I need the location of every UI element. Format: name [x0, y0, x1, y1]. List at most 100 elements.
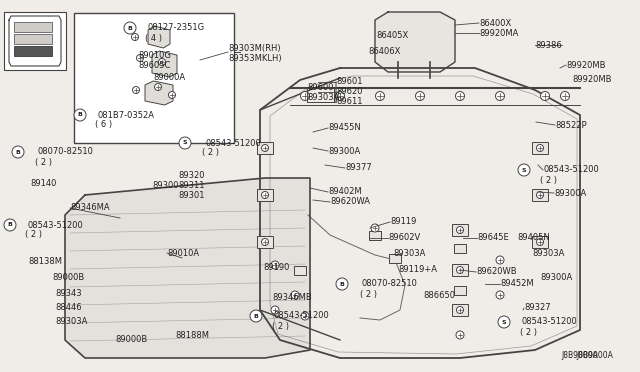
Bar: [389, 253, 401, 263]
Text: ( 2 ): ( 2 ): [35, 157, 52, 167]
Circle shape: [496, 291, 504, 299]
Text: 88188M: 88188M: [175, 331, 209, 340]
Text: 89300A: 89300A: [540, 273, 572, 282]
Circle shape: [154, 83, 161, 90]
Text: 08543-51200: 08543-51200: [28, 221, 84, 230]
Circle shape: [301, 92, 310, 100]
Text: 89300A: 89300A: [554, 189, 586, 198]
Text: 89611: 89611: [336, 97, 362, 106]
Text: 89601: 89601: [336, 77, 362, 87]
Bar: [452, 264, 468, 276]
Text: 89452M: 89452M: [500, 279, 534, 289]
Circle shape: [536, 238, 543, 246]
Circle shape: [518, 164, 530, 176]
Bar: [532, 236, 548, 248]
Circle shape: [159, 58, 166, 65]
Text: 89303A: 89303A: [532, 250, 564, 259]
Polygon shape: [375, 12, 455, 72]
Text: 89303A: 89303A: [307, 93, 339, 103]
Text: 081B7-0352A: 081B7-0352A: [98, 110, 155, 119]
Text: 89600: 89600: [307, 83, 333, 93]
Text: ( 2 ): ( 2 ): [25, 231, 42, 240]
Text: 89343: 89343: [55, 289, 82, 298]
Polygon shape: [65, 178, 310, 358]
Text: 08070-82510: 08070-82510: [362, 279, 418, 289]
Bar: [4, 12, 66, 70]
Text: 886650: 886650: [423, 291, 455, 299]
Circle shape: [168, 92, 175, 99]
Text: ( 6 ): ( 6 ): [95, 121, 112, 129]
Bar: [14, 22, 52, 32]
Text: 89000A: 89000A: [153, 74, 185, 83]
Text: 89346MA: 89346MA: [70, 203, 109, 212]
Text: 08543-51200: 08543-51200: [274, 311, 330, 321]
Circle shape: [541, 92, 550, 100]
Circle shape: [456, 227, 463, 234]
Text: 89620WA: 89620WA: [330, 198, 370, 206]
Text: ( 2 ): ( 2 ): [540, 176, 557, 185]
Circle shape: [74, 109, 86, 121]
Text: 08127-2351G: 08127-2351G: [148, 23, 205, 32]
Text: 89605C: 89605C: [138, 61, 170, 70]
Text: 89920MA: 89920MA: [479, 29, 518, 38]
Text: 89320: 89320: [178, 171, 205, 180]
Text: B: B: [127, 26, 132, 31]
Text: 89455N: 89455N: [328, 124, 361, 132]
Circle shape: [132, 87, 140, 93]
Text: 89377: 89377: [345, 164, 372, 173]
Text: 89311: 89311: [178, 182, 205, 190]
Circle shape: [415, 92, 424, 100]
Text: S: S: [182, 141, 188, 145]
Circle shape: [262, 192, 269, 199]
Text: 89405N: 89405N: [517, 234, 550, 243]
Circle shape: [498, 316, 510, 328]
Text: ( 2 ): ( 2 ): [272, 321, 289, 330]
Text: 89301: 89301: [178, 192, 205, 201]
Text: 89303A: 89303A: [393, 250, 426, 259]
Text: 89119: 89119: [390, 218, 417, 227]
Circle shape: [179, 137, 191, 149]
Circle shape: [262, 238, 269, 246]
Text: 89000B: 89000B: [52, 273, 84, 282]
Text: J8B9000A: J8B9000A: [576, 352, 613, 360]
Circle shape: [456, 266, 463, 273]
Bar: [294, 266, 306, 275]
Circle shape: [456, 92, 465, 100]
Text: 89303M(RH): 89303M(RH): [228, 44, 280, 52]
Circle shape: [301, 312, 309, 320]
Circle shape: [335, 92, 344, 100]
Text: 89402M: 89402M: [328, 187, 362, 196]
Text: 89010A: 89010A: [167, 248, 199, 257]
Circle shape: [456, 331, 464, 339]
Polygon shape: [152, 51, 177, 77]
Circle shape: [136, 55, 143, 61]
Circle shape: [536, 144, 543, 151]
Polygon shape: [145, 81, 173, 105]
Text: J8B9000A: J8B9000A: [561, 351, 598, 360]
Text: S: S: [502, 320, 506, 324]
Circle shape: [336, 278, 348, 290]
Bar: [14, 46, 52, 56]
Text: 89000B: 89000B: [115, 336, 147, 344]
Text: B: B: [15, 150, 20, 154]
Text: 89620: 89620: [336, 87, 362, 96]
Circle shape: [291, 291, 299, 299]
Text: 89300A: 89300A: [328, 147, 360, 155]
Bar: [257, 142, 273, 154]
Text: 89346MB: 89346MB: [272, 294, 312, 302]
Text: 08543-51200: 08543-51200: [522, 317, 578, 327]
Text: 89386: 89386: [535, 41, 562, 49]
Text: 08543-51200: 08543-51200: [205, 138, 260, 148]
Circle shape: [536, 192, 543, 199]
Text: 89920MB: 89920MB: [572, 76, 611, 84]
Text: 89119+A: 89119+A: [398, 266, 437, 275]
Text: S: S: [522, 167, 526, 173]
Circle shape: [271, 306, 279, 314]
Text: ( 4 ): ( 4 ): [145, 33, 162, 42]
Text: 89190: 89190: [263, 263, 289, 273]
Bar: [369, 231, 381, 240]
Text: B: B: [8, 222, 12, 228]
Circle shape: [271, 261, 279, 269]
Text: 89353MKLH): 89353MKLH): [228, 54, 282, 62]
Text: ( 2 ): ( 2 ): [202, 148, 219, 157]
